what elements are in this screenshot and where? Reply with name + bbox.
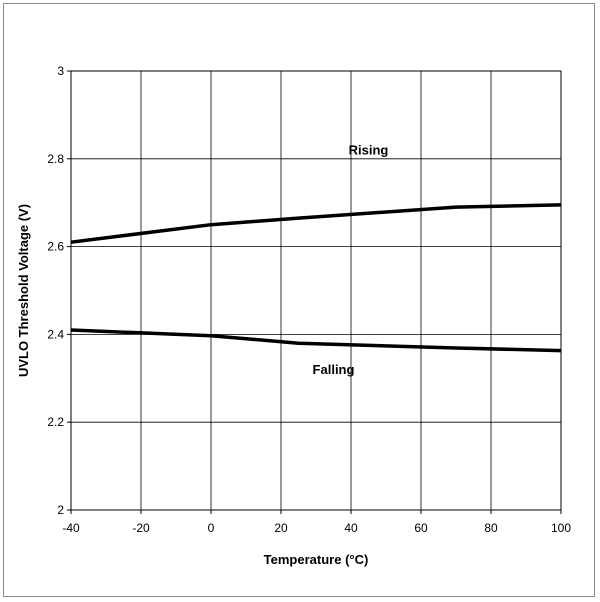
series-line-rising (70, 203, 562, 244)
y-tick-label: 2.2 (47, 415, 64, 429)
x-axis-title: Temperature (°C) (264, 552, 369, 567)
y-tick-label: 2.8 (47, 152, 64, 166)
y-tick-labels: 2 2.2 2.4 2.6 2.8 3 (47, 64, 71, 517)
x-tick-label: 100 (551, 521, 571, 535)
x-tick-labels: -40 -20 0 20 40 60 80 100 (62, 510, 571, 535)
x-tick-label: -20 (132, 521, 150, 535)
series-lines (70, 203, 562, 353)
plot-area (70, 70, 562, 511)
x-tick-label: 40 (344, 521, 358, 535)
y-tick-label: 2.6 (47, 240, 64, 254)
x-tick-label: 60 (414, 521, 428, 535)
x-tick-label: -40 (62, 521, 80, 535)
grid (70, 70, 562, 511)
y-tick-label: 2.4 (47, 327, 64, 341)
x-tick-label: 0 (208, 521, 215, 535)
y-tick-label: 3 (57, 64, 64, 78)
series-line-falling (70, 328, 562, 353)
series-label-falling: Falling (313, 362, 355, 377)
y-tick-label: 2 (57, 503, 64, 517)
series-label-rising: Rising (349, 142, 389, 157)
chart-frame (3, 3, 595, 597)
x-tick-label: 80 (484, 521, 498, 535)
x-tick-label: 20 (274, 521, 288, 535)
y-axis-title: UVLO Threshold Voltage (V) (16, 204, 31, 377)
series-labels: Rising Falling (313, 142, 389, 377)
